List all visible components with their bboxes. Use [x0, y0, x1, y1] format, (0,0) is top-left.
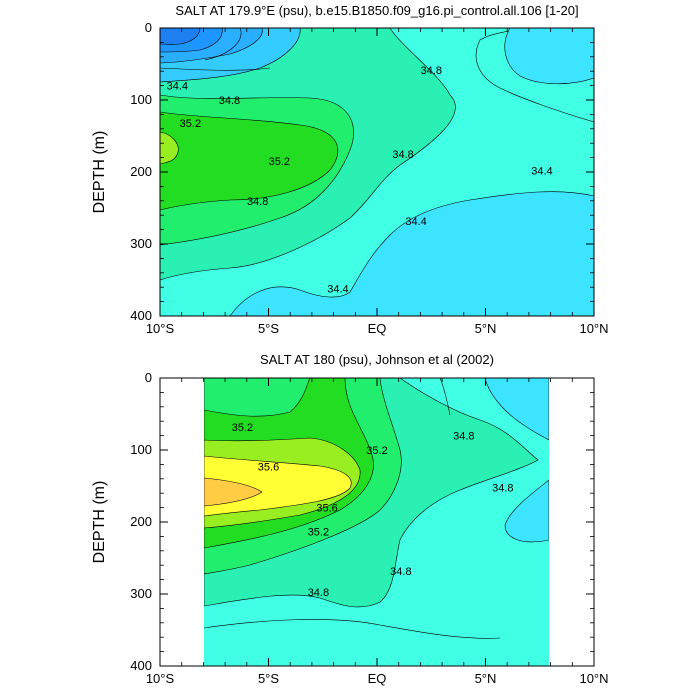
x-tick-label: 5°N [475, 321, 497, 336]
y-tick-label: 100 [130, 92, 152, 107]
y-tick-label: 0 [145, 20, 152, 35]
band-34-4-patch [504, 28, 594, 85]
contour-label: 35.6 [316, 503, 337, 515]
contour-line [160, 67, 271, 71]
y-axis-label: DEPTH (m) [91, 481, 108, 564]
y-tick-label: 400 [130, 658, 152, 673]
contour-label: 35.6 [258, 462, 279, 474]
band-35-6 [204, 455, 352, 517]
y-tick-label: 300 [130, 236, 152, 251]
contour-label: 34.8 [453, 431, 474, 443]
x-axis: 10°S 5°S EQ 5°N 10°N [146, 28, 609, 336]
contour-labels: 34.4 34.8 35.2 35.2 34.8 34.8 34.8 34.4 34.4 34.4 [167, 65, 553, 296]
contour-label: 35.2 [232, 422, 253, 434]
contour-line [439, 378, 451, 416]
x-tick-label: 10°S [146, 321, 175, 336]
x-axis: 10°S 5°S EQ 5°N 10°N [146, 378, 609, 686]
contour-label: 35.2 [366, 445, 387, 457]
contour-line [258, 315, 260, 316]
contour-line [204, 28, 242, 61]
band-34-4 [484, 378, 549, 441]
band-33-6 [160, 28, 201, 45]
x-tick-label: 5°S [258, 671, 279, 686]
y-tick-label: 200 [130, 514, 152, 529]
y-tick-label: 200 [130, 164, 152, 179]
y-axis: 0 100 200 300 400 [130, 20, 594, 323]
contour-label: 34.8 [392, 149, 413, 161]
contour-label: 34.8 [247, 196, 268, 208]
panel-title: SALT AT 180 (psu), Johnson et al (2002) [260, 352, 494, 367]
contour-label: 34.4 [167, 81, 188, 93]
x-tick-label: 10°N [579, 671, 608, 686]
band-35-4 [160, 131, 179, 165]
x-tick-label: EQ [368, 671, 387, 686]
y-tick-label: 0 [145, 370, 152, 385]
x-tick-label: EQ [368, 321, 387, 336]
contour-fill [204, 378, 549, 666]
y-tick-label: 400 [130, 308, 152, 323]
x-tick-label: 10°S [146, 671, 175, 686]
x-tick-label: 10°N [579, 321, 608, 336]
contour-label: 34.4 [531, 166, 552, 178]
y-tick-label: 300 [130, 586, 152, 601]
contour-label: 35.2 [180, 118, 201, 130]
contour-label: 34.8 [492, 482, 513, 494]
band-34-4-patch [504, 479, 549, 543]
contour-label: 35.2 [308, 526, 329, 538]
y-axis: 0 100 200 300 400 [130, 370, 594, 673]
contour-labels: 35.2 35.6 35.6 35.2 35.2 34.8 34.8 34.8 34.8 [232, 422, 514, 599]
band-35-8 [204, 477, 263, 507]
contour-label: 34.4 [405, 216, 426, 228]
panel-title: SALT AT 179.9°E (psu), b.e15.B1850.f09_g… [175, 3, 578, 18]
contour-fill [160, 28, 594, 316]
contour-label: 34.8 [308, 587, 329, 599]
panel-observed: SALT AT 180 (psu), Johnson et al (2002) [91, 352, 609, 686]
y-axis-label: DEPTH (m) [91, 131, 108, 214]
contour-label: 34.8 [421, 65, 442, 77]
x-tick-label: 5°S [258, 321, 279, 336]
contour-label: 34.4 [327, 284, 348, 296]
contour-label: 34.8 [390, 566, 411, 578]
contour-line [204, 619, 501, 639]
x-tick-label: 5°N [475, 671, 497, 686]
contour-label: 34.8 [219, 95, 240, 107]
y-tick-label: 100 [130, 442, 152, 457]
contour-label: 35.2 [269, 156, 290, 168]
band-35-2 [160, 111, 338, 211]
panel-model: SALT AT 179.9°E (psu), b.e15.B1850.f09_g… [91, 3, 609, 336]
